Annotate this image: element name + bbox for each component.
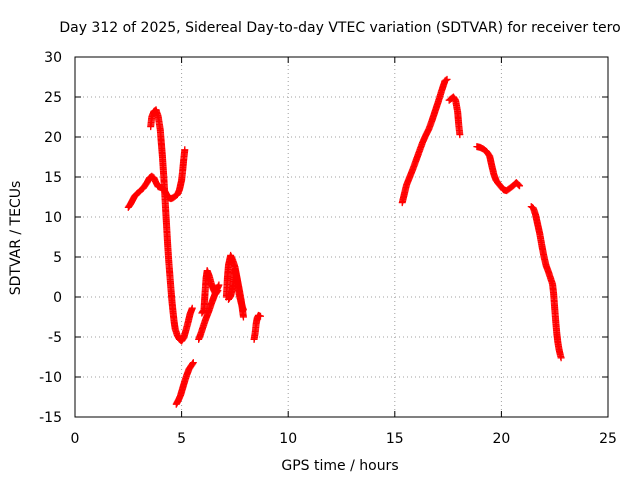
data-point	[456, 131, 464, 139]
data-point	[181, 146, 189, 154]
chart-title: Day 312 of 2025, Sidereal Day-to-day VTE…	[59, 20, 620, 36]
data-point	[189, 359, 197, 367]
data-point	[213, 288, 221, 296]
x-tick-label: 25	[599, 431, 617, 447]
y-tick-label: 20	[44, 130, 62, 146]
y-axis-tick-labels: -15 -10 -5 0 5 10 15 20 25 30	[39, 50, 62, 426]
data-point	[215, 281, 223, 289]
data-point	[189, 360, 197, 368]
data-point	[515, 181, 523, 189]
y-tick-label: 10	[44, 210, 62, 226]
x-tick-label: 10	[279, 431, 297, 447]
x-tick-label: 20	[492, 431, 510, 447]
data-point	[214, 287, 222, 295]
x-tick-label: 0	[71, 431, 80, 447]
data-point	[188, 304, 196, 312]
data-point	[256, 312, 264, 320]
data-point	[239, 313, 247, 321]
data-point	[442, 76, 450, 84]
y-tick-label: 5	[53, 250, 62, 266]
data-point	[443, 75, 451, 83]
x-axis-tick-labels: 0 5 10 15 20 25	[71, 431, 617, 447]
data-point	[514, 180, 522, 188]
y-axis-label: SDTVAR / TECUs	[8, 181, 24, 296]
data-point	[239, 306, 247, 314]
x-tick-label: 15	[386, 431, 404, 447]
y-tick-label: 0	[53, 290, 62, 306]
grid-lines	[75, 57, 608, 417]
y-tick-label: 25	[44, 90, 62, 106]
y-tick-label: -10	[39, 370, 62, 386]
y-tick-label: 30	[44, 50, 62, 66]
y-tick-label: -15	[39, 410, 62, 426]
x-tick-label: 5	[177, 431, 186, 447]
y-tick-label: -5	[48, 330, 62, 346]
plot-frame	[74, 56, 609, 418]
x-axis-label: GPS time / hours	[281, 458, 398, 474]
data-point	[516, 182, 524, 190]
data-point	[557, 354, 565, 362]
data-points	[124, 75, 565, 408]
y-tick-label: 15	[44, 170, 62, 186]
